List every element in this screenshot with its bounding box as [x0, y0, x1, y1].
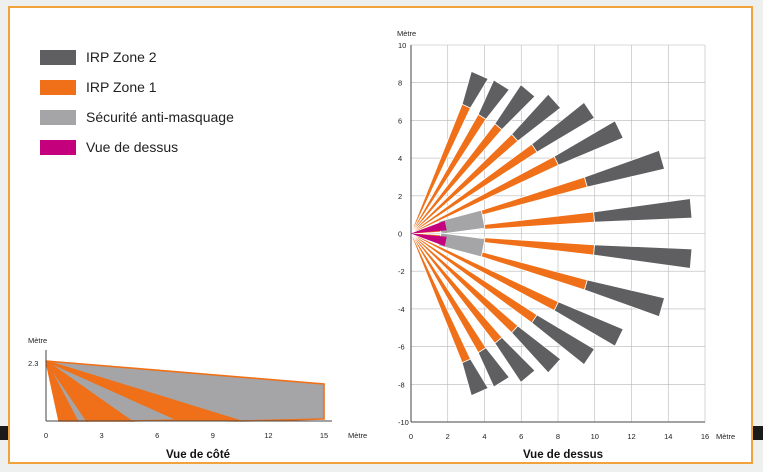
top-view-x-unit: Mètre: [716, 432, 735, 441]
beam-zone2: [477, 79, 510, 120]
legend-label-top-view: Vue de dessus: [86, 139, 179, 155]
side-view-x-unit: Mètre: [348, 431, 367, 440]
beam-zone2: [553, 301, 624, 347]
side-view-x-tick: 3: [100, 431, 104, 440]
side-view-x-tick: 12: [264, 431, 272, 440]
top-view-y-tick: 0: [398, 230, 402, 239]
side-view-beams: [45, 360, 325, 422]
beam-zone2: [461, 70, 489, 109]
top-view-y-tick: 8: [398, 79, 402, 88]
top-view-y-tick: 2: [398, 192, 402, 201]
beam-zone2: [593, 198, 693, 223]
legend-swatch-anti-mask: [40, 109, 76, 125]
top-view-x-tick: 6: [519, 432, 523, 441]
beam-zone2: [553, 120, 624, 166]
beam-zone2: [494, 336, 536, 383]
side-view-x-tick: 0: [44, 431, 48, 440]
top-view-title: Vue de dessus: [523, 449, 603, 461]
top-view-y-tick: -2: [398, 267, 405, 276]
side-view-x-tick: 9: [211, 431, 215, 440]
beam-zone2: [593, 244, 693, 269]
top-view-x-tick: 10: [591, 432, 599, 441]
top-view-y-tick: 4: [398, 154, 402, 163]
top-view-beams: [411, 70, 693, 397]
legend-item-zone2: IRP Zone 2: [40, 42, 234, 72]
top-view-y-tick: -6: [398, 343, 405, 352]
beam-zone2: [494, 84, 536, 131]
top-view-y-tick: 6: [398, 116, 402, 125]
top-view-x-tick: 12: [627, 432, 635, 441]
top-view-x-tick: 16: [701, 432, 709, 441]
top-view-wedge: [411, 220, 447, 234]
side-view-x-tick: 6: [155, 431, 159, 440]
top-view-wedge: [411, 233, 447, 247]
beam-zone2: [511, 325, 562, 374]
beam-zone2: [477, 347, 510, 388]
beam-zone2: [461, 358, 489, 397]
top-view-x-tick: 0: [409, 432, 413, 441]
beam-zone2: [583, 149, 665, 188]
legend-item-zone1: IRP Zone 1: [40, 72, 234, 102]
legend-label-zone2: IRP Zone 2: [86, 49, 157, 65]
top-view-y-tick: -10: [398, 418, 409, 427]
top-view-y-tick: -4: [398, 305, 405, 314]
beam-zone2: [511, 93, 562, 142]
top-view-x-tick: 2: [446, 432, 450, 441]
beam-zone2: [531, 101, 596, 153]
legend-label-zone1: IRP Zone 1: [86, 79, 157, 95]
top-view-x-tick: 8: [556, 432, 560, 441]
legend-swatch-zone1: [40, 79, 76, 95]
anti-mask-beam: [438, 232, 486, 258]
legend-swatch-zone2: [40, 49, 76, 65]
legend: IRP Zone 2 IRP Zone 1 Sécurité anti-masq…: [40, 42, 234, 162]
anti-mask-beam: [438, 209, 486, 235]
legend-item-top-view: Vue de dessus: [40, 132, 234, 162]
side-view-title: Vue de côté: [166, 449, 230, 461]
legend-item-anti-mask: Sécurité anti-masquage: [40, 102, 234, 132]
top-view-grid: [411, 44, 706, 423]
legend-label-anti-mask: Sécurité anti-masquage: [86, 109, 234, 125]
side-view-height-label: 2.3: [28, 359, 38, 368]
top-view-y-unit: Mètre: [397, 29, 416, 38]
side-view-axes: 0 3 6 9 12 15: [44, 350, 332, 440]
side-view-plot: 0 3 6 9 12 15 Mètre 2.3 Mètre Vue de côté: [28, 336, 367, 461]
beam-zone2: [531, 314, 596, 366]
top-view-y-tick: 10: [398, 41, 406, 50]
top-view-x-tick: 4: [482, 432, 486, 441]
side-view-y-unit: Mètre: [28, 336, 47, 345]
top-view-y-tick: -8: [398, 380, 405, 389]
top-view-x-tick: 14: [664, 432, 672, 441]
side-view-x-tick: 15: [320, 431, 328, 440]
legend-swatch-top-view: [40, 139, 76, 155]
beam-zone2: [583, 279, 665, 318]
